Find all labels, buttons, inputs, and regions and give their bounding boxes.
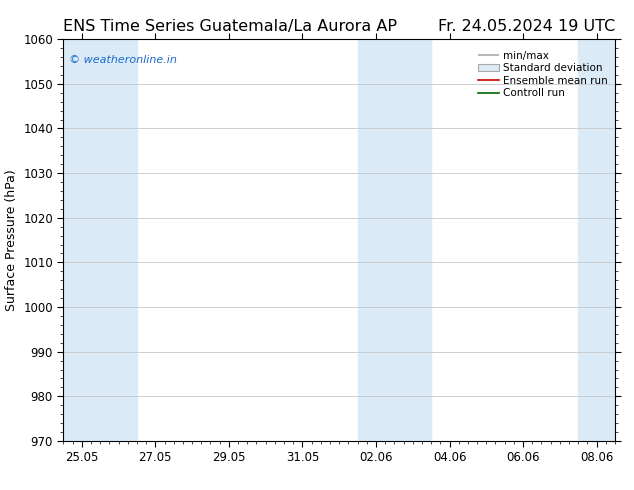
Bar: [578, 39, 634, 441]
Text: © weatheronline.in: © weatheronline.in: [69, 55, 177, 65]
Title: ENS Time Series Guatemala/La Aurora AP        Fr. 24.05.2024 19 UTC: ENS Time Series Guatemala/La Aurora AP F…: [63, 19, 616, 34]
Bar: [63, 39, 137, 441]
Legend: min/max, Standard deviation, Ensemble mean run, Controll run: min/max, Standard deviation, Ensemble me…: [476, 49, 610, 100]
Y-axis label: Surface Pressure (hPa): Surface Pressure (hPa): [4, 169, 18, 311]
Bar: [358, 39, 431, 441]
